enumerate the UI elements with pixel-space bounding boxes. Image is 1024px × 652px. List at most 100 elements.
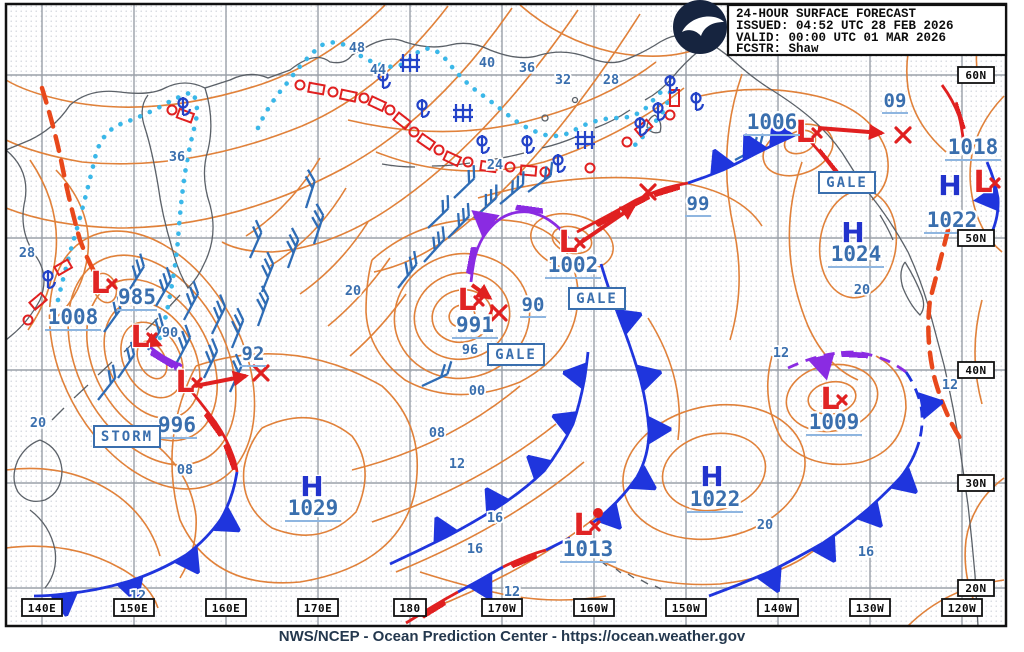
lon-label: 160W bbox=[580, 602, 609, 615]
lat-label: 40N bbox=[965, 364, 986, 377]
high-symbol: H 1029 bbox=[285, 469, 341, 522]
isobar-line bbox=[27, 159, 58, 331]
coastlines bbox=[5, 34, 979, 627]
low-value: 1002 bbox=[548, 253, 599, 277]
caption: NWS/NCEP - Ocean Prediction Center - htt… bbox=[279, 628, 746, 645]
longitude-labels: 140E 150E 160E 170E 180 170W 160W 150W 1… bbox=[21, 598, 983, 617]
isobar-label: 20 bbox=[854, 282, 870, 298]
issued-line: ISSUED: 04:52 UTC 28 FEB 2026 bbox=[736, 19, 954, 33]
isobar-line bbox=[269, 187, 347, 267]
isobar-label: 12 bbox=[449, 456, 465, 472]
cold-front bbox=[389, 351, 590, 566]
cold-front-segment bbox=[545, 536, 571, 552]
isobar-line bbox=[92, 272, 118, 304]
low-value: 1013 bbox=[563, 537, 614, 561]
gale-label: GALE bbox=[826, 175, 868, 191]
isobar-label: 90 bbox=[162, 325, 178, 341]
hazard-boxes: GALE GALE GALE STORM bbox=[93, 171, 876, 448]
pressure-extra-label: 1008 bbox=[45, 303, 101, 331]
ice-edge-dotted-line bbox=[55, 40, 673, 341]
low-symbol: L 1009 bbox=[806, 381, 862, 436]
isobar-label: 12 bbox=[773, 345, 789, 361]
isobar-line bbox=[327, 257, 391, 327]
lon-label: 150E bbox=[120, 602, 149, 615]
high-glyph: H bbox=[841, 216, 864, 249]
movement-label: 92 bbox=[242, 343, 265, 365]
isobar-line bbox=[221, 9, 579, 253]
gale-label: GALE bbox=[576, 291, 618, 307]
storm-label: STORM bbox=[101, 429, 153, 445]
lon-label: 160E bbox=[212, 602, 241, 615]
low-symbol: L 1002 bbox=[545, 224, 601, 279]
high-symbol: H 1022 bbox=[687, 459, 743, 513]
low-glyph: L bbox=[175, 365, 194, 400]
low-value: 1018 bbox=[948, 135, 999, 159]
isobar-line bbox=[349, 293, 407, 357]
low-symbol: L 991 bbox=[452, 282, 498, 339]
forecaster-line: FCSTR: Shaw bbox=[736, 42, 819, 56]
isobar-line bbox=[375, 87, 685, 172]
lon-label: 170W bbox=[488, 602, 517, 615]
isobar-label: 20 bbox=[345, 283, 361, 299]
fronts bbox=[33, 84, 1000, 625]
pressure-value: 1008 bbox=[48, 305, 99, 329]
high-value: 1029 bbox=[288, 496, 339, 520]
high-glyph: H bbox=[700, 460, 723, 493]
isobar-label: 08 bbox=[177, 462, 193, 478]
cold-front bbox=[687, 135, 796, 185]
isobar-line bbox=[242, 416, 366, 536]
freezing-spray-heavy-icon bbox=[451, 102, 475, 124]
isobar-line bbox=[725, 73, 743, 341]
latitude-labels: 60N 50N 40N 30N 20N bbox=[957, 66, 995, 597]
map-border bbox=[4, 2, 1008, 628]
high-value: 1022 bbox=[927, 208, 978, 232]
lon-label: 120W bbox=[948, 602, 977, 615]
low-glyph: L bbox=[973, 165, 992, 200]
x-mark bbox=[252, 126, 912, 382]
isobar-label: 12 bbox=[504, 584, 520, 600]
low-glyph: L bbox=[558, 225, 577, 260]
isobar-line bbox=[767, 355, 907, 466]
isobar-label: 96 bbox=[462, 342, 478, 358]
title-line: 24-HOUR SURFACE FORECAST bbox=[736, 7, 917, 21]
isobar-label: 36 bbox=[169, 149, 185, 165]
isobar-line bbox=[699, 88, 889, 201]
isobar-label: 20 bbox=[757, 517, 773, 533]
warm-front bbox=[576, 181, 689, 234]
movement-label: 09 bbox=[884, 90, 907, 112]
lat-label: 20N bbox=[965, 582, 986, 595]
low-symbol: L 985 bbox=[89, 265, 158, 312]
cold-front bbox=[708, 441, 921, 598]
isobar-line bbox=[347, 61, 657, 133]
cold-front bbox=[590, 263, 649, 524]
gale-badge: GALE bbox=[818, 171, 876, 194]
cold-front-corner bbox=[972, 161, 1000, 233]
isobar-line bbox=[171, 353, 419, 584]
isobar-label: 12 bbox=[942, 377, 958, 393]
high-value: 1024 bbox=[831, 242, 882, 266]
cold-front-dashed bbox=[904, 371, 922, 443]
isobar-label: 16 bbox=[487, 510, 503, 526]
low-value: 1009 bbox=[809, 410, 860, 434]
isobar-labels: 48 44 40 36 32 28 24 36 28 90 20 20 96 0… bbox=[17, 38, 960, 606]
lat-label: 50N bbox=[965, 232, 986, 245]
movement-label: 99 bbox=[687, 193, 710, 215]
warm-front-segment bbox=[405, 590, 459, 625]
lat-label: 60N bbox=[965, 69, 986, 82]
map-dot-texture bbox=[6, 4, 1006, 626]
isobar-label: 24 bbox=[487, 157, 503, 173]
high-glyph: H bbox=[300, 470, 323, 503]
low-value: 985 bbox=[118, 285, 156, 309]
icing-boundary-chain bbox=[22, 79, 680, 326]
isobar-label: 28 bbox=[603, 72, 619, 88]
lon-label: 180 bbox=[399, 602, 420, 615]
cold-front bbox=[33, 471, 237, 596]
low-value: 996 bbox=[158, 413, 196, 437]
title-block: 24-HOUR SURFACE FORECAST ISSUED: 04:52 U… bbox=[726, 3, 1008, 57]
low-symbol: L 996 bbox=[156, 364, 203, 439]
isobar-label: 20 bbox=[30, 415, 46, 431]
low-value: 1006 bbox=[747, 110, 798, 134]
low-glyph: L bbox=[457, 283, 476, 318]
